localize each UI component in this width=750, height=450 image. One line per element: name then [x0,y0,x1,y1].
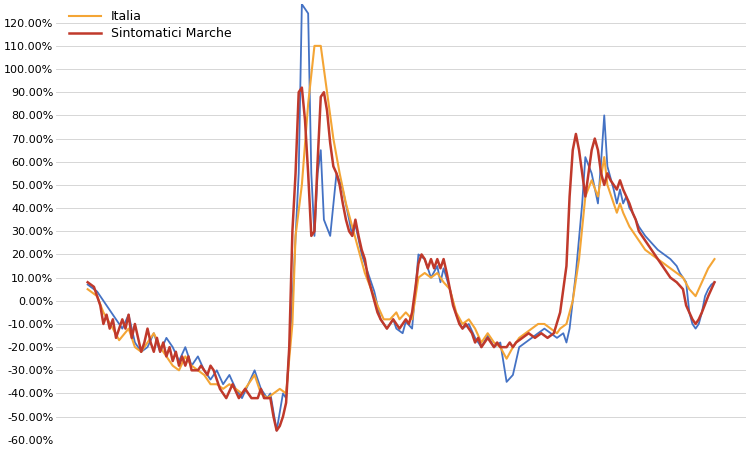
Italia [121,330,130,335]
Italia [200,372,208,378]
Sintomatici Marche [108,317,117,322]
Line: Sintomatici Marche: Sintomatici Marche [88,88,715,431]
Sintomatici Marche [83,279,92,285]
Legend: Italia, Sintomatici Marche: Italia, Sintomatici Marche [70,10,231,40]
Sintomatici Marche [663,270,672,276]
Italia [108,326,117,331]
Italia [83,287,92,292]
Sintomatici Marche [250,396,259,401]
Sintomatici Marche [685,310,694,315]
Italia [685,287,694,292]
Sintomatici Marche [297,85,306,90]
Line: Italia: Italia [88,46,715,398]
Italia [310,43,319,49]
Sintomatici Marche [200,368,208,373]
Italia [663,263,672,269]
Sintomatici Marche [710,279,719,285]
Italia [250,372,259,378]
Sintomatici Marche [272,428,281,433]
Sintomatici Marche [121,326,130,331]
Italia [710,256,719,262]
Italia [262,396,272,401]
